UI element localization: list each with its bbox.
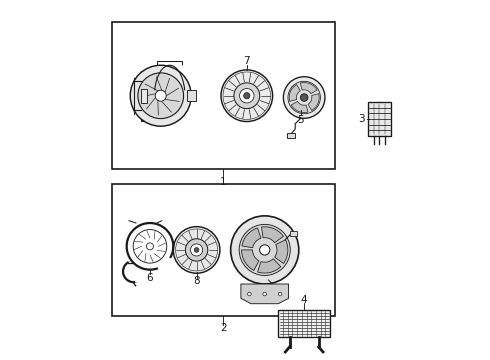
Wedge shape: [258, 259, 281, 273]
Circle shape: [191, 244, 203, 256]
Polygon shape: [241, 284, 289, 304]
Wedge shape: [308, 94, 319, 111]
Bar: [141, 89, 147, 103]
Bar: [187, 90, 196, 102]
Circle shape: [244, 93, 250, 99]
Circle shape: [300, 94, 308, 101]
Circle shape: [194, 248, 199, 252]
Circle shape: [260, 245, 270, 255]
Wedge shape: [289, 85, 300, 102]
Bar: [141, 71, 161, 121]
Circle shape: [155, 90, 166, 101]
Circle shape: [278, 292, 282, 296]
Circle shape: [239, 224, 290, 275]
Text: 5: 5: [297, 115, 304, 125]
Bar: [368, 102, 391, 136]
Wedge shape: [300, 82, 317, 94]
Bar: [278, 310, 330, 337]
Wedge shape: [275, 240, 288, 264]
Circle shape: [247, 292, 251, 296]
Circle shape: [173, 226, 220, 273]
Text: 6: 6: [147, 273, 153, 283]
Bar: [287, 133, 295, 138]
Circle shape: [240, 89, 254, 103]
Text: 4: 4: [301, 295, 308, 305]
Bar: [290, 231, 297, 236]
Text: 2: 2: [220, 324, 227, 333]
Circle shape: [147, 243, 153, 250]
Text: 1: 1: [220, 177, 227, 187]
Circle shape: [221, 70, 272, 122]
Wedge shape: [242, 228, 261, 248]
Circle shape: [185, 239, 208, 261]
Circle shape: [263, 292, 267, 296]
Circle shape: [288, 81, 320, 114]
Wedge shape: [291, 102, 308, 112]
Circle shape: [138, 73, 184, 118]
Text: 8: 8: [193, 276, 200, 286]
Circle shape: [234, 83, 260, 109]
Circle shape: [231, 216, 299, 284]
Text: 3: 3: [358, 114, 365, 124]
Circle shape: [283, 77, 325, 118]
Circle shape: [130, 65, 191, 126]
Bar: [112, 184, 335, 316]
Wedge shape: [262, 227, 284, 243]
Wedge shape: [242, 250, 259, 270]
Text: 7: 7: [244, 56, 250, 66]
Bar: [112, 22, 335, 169]
